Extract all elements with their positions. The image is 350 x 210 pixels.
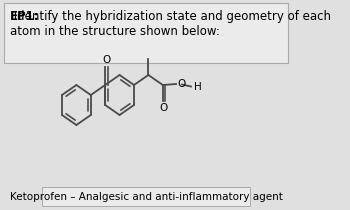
Text: O: O — [177, 79, 185, 89]
FancyBboxPatch shape — [42, 187, 250, 206]
Text: H: H — [194, 82, 201, 92]
Text: Identify the hybridization state and geometry of each
atom in the structure show: Identify the hybridization state and geo… — [10, 10, 331, 38]
Text: Ketoprofen – Analgesic and anti-inflammatory agent: Ketoprofen – Analgesic and anti-inflamma… — [10, 192, 283, 202]
FancyBboxPatch shape — [4, 3, 288, 63]
Text: O: O — [102, 55, 110, 65]
Text: EP1:: EP1: — [10, 10, 40, 23]
Text: O: O — [160, 103, 168, 113]
